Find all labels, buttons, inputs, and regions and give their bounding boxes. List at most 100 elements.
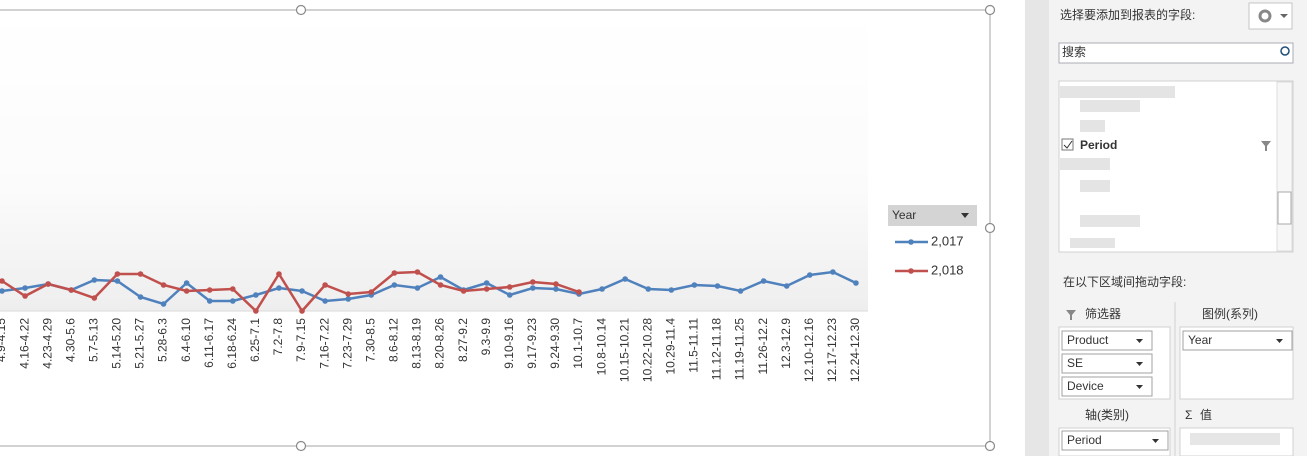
point (299, 308, 305, 314)
field-pill[interactable] (1061, 430, 1169, 451)
x-tick-label: 7.2-7.8 (271, 318, 285, 356)
x-tick-label: 8.20-8.26 (433, 318, 447, 369)
point (22, 285, 28, 291)
series-line (1, 270, 580, 314)
point (114, 271, 121, 277)
legend-title: Year (892, 208, 916, 222)
point (160, 301, 167, 307)
point (276, 285, 282, 291)
legend-marker (908, 268, 914, 274)
point (137, 271, 144, 277)
x-tick-label: 8.27-9.2 (456, 318, 470, 362)
point (22, 293, 28, 299)
checkbox[interactable] (1061, 138, 1074, 151)
point (206, 298, 213, 304)
field-pills: Product SE Device Year Period (1061, 330, 1293, 451)
point (45, 281, 51, 287)
point (622, 276, 628, 282)
dropdown-arrow (1276, 339, 1283, 343)
point (391, 270, 398, 276)
x-tick-label: 6.4-6.10 (179, 318, 193, 362)
x-tick-label: 12.24-12.30 (848, 318, 862, 382)
point (345, 296, 352, 302)
x-tick-label: 11.12-11.18 (710, 318, 724, 381)
dropdown-arrow (1280, 14, 1288, 18)
point (345, 291, 352, 297)
x-tick-label: 5.7-5.13 (86, 318, 100, 362)
handle[interactable] (984, 440, 996, 452)
point (0, 288, 5, 294)
field-pill-label: Product (1067, 333, 1109, 347)
search-box[interactable] (1058, 42, 1294, 64)
handle[interactable] (295, 440, 307, 452)
point (437, 274, 444, 280)
handle[interactable] (984, 222, 996, 234)
point (553, 281, 559, 287)
blurred-value (1190, 433, 1280, 445)
x-tick-label: 10.1-10.7 (571, 318, 585, 369)
x-tick-label: 5.28-6.3 (156, 318, 170, 362)
x-tick-label: 6.25-7.1 (248, 318, 262, 362)
point (206, 287, 213, 293)
scroll-thumb[interactable] (1277, 191, 1292, 225)
point (530, 279, 536, 285)
field-pill[interactable] (1182, 330, 1293, 351)
point (483, 280, 490, 286)
x-tick-label: 6.18-6.24 (225, 318, 239, 369)
point (437, 282, 444, 288)
pane-header: 选择要添加到报表的字段: (1060, 7, 1195, 22)
x-tick-label: 6.11-6.17 (202, 318, 216, 368)
point (368, 289, 375, 295)
point (137, 294, 144, 300)
point (253, 292, 259, 298)
legend: 2,017 2,018 (895, 233, 964, 277)
x-tick-label: 8.6-8.12 (387, 318, 401, 362)
point (668, 287, 675, 293)
area-title: 轴(类别) (1085, 407, 1129, 422)
filter-icon (1261, 141, 1271, 151)
legend-field-button[interactable] (888, 205, 977, 226)
x-tick-label: 4.30-5.6 (63, 318, 77, 362)
point (391, 282, 398, 288)
area-title: 筛选器 (1085, 306, 1121, 321)
x-tick-label: 12.3-12.9 (779, 318, 793, 369)
x-tick-label: 10.29-11.4 (663, 318, 677, 375)
x-tick-label: 5.21-5.27 (133, 318, 147, 369)
x-tick-label: 4.9-4.15 (0, 318, 8, 362)
point (853, 280, 859, 286)
legend-marker (908, 239, 914, 245)
sigma-icon: Σ (1185, 408, 1192, 422)
field-pill[interactable] (1061, 353, 1153, 374)
x-tick-label: 5.14-5.20 (110, 318, 124, 369)
point (830, 269, 836, 275)
area-title: 值 (1200, 407, 1212, 422)
handle[interactable] (295, 4, 307, 16)
dropdown-arrow (1152, 439, 1159, 443)
x-tick-label: 7.9-7.15 (294, 318, 308, 362)
point (322, 282, 328, 288)
chart: 4.9-4.15 4.16-4.22 4.23-4.29 4.30-5.6 5.7-5.… (0, 269, 862, 382)
x-tick-label: 4.23-4.29 (40, 318, 54, 369)
field-pill[interactable] (1061, 376, 1153, 397)
x-tick-label: 11.26-12.2 (756, 318, 770, 375)
plot-area (0, 11, 868, 311)
point (414, 285, 421, 291)
handle[interactable] (984, 4, 996, 16)
point (553, 286, 559, 292)
field-pill[interactable] (1061, 330, 1153, 351)
point (114, 278, 121, 284)
scrollbar[interactable] (1276, 81, 1293, 252)
dropdown-arrow (1136, 339, 1143, 343)
x-tick-label: 12.17-12.23 (825, 318, 839, 382)
blurred-fields (1060, 86, 1175, 248)
point (760, 278, 767, 284)
point (276, 271, 282, 277)
x-tick-label: 10.15-10.21 (617, 318, 631, 382)
x-tick-label: 7.30-8.5 (363, 318, 377, 362)
x-tick-label: 12.10-12.16 (802, 318, 816, 382)
point (322, 298, 328, 304)
x-tick-label: 9.17-9.23 (525, 318, 539, 369)
field-name[interactable]: Period (1080, 138, 1117, 152)
point (807, 272, 813, 278)
field-pill-label: Year (1188, 333, 1212, 347)
